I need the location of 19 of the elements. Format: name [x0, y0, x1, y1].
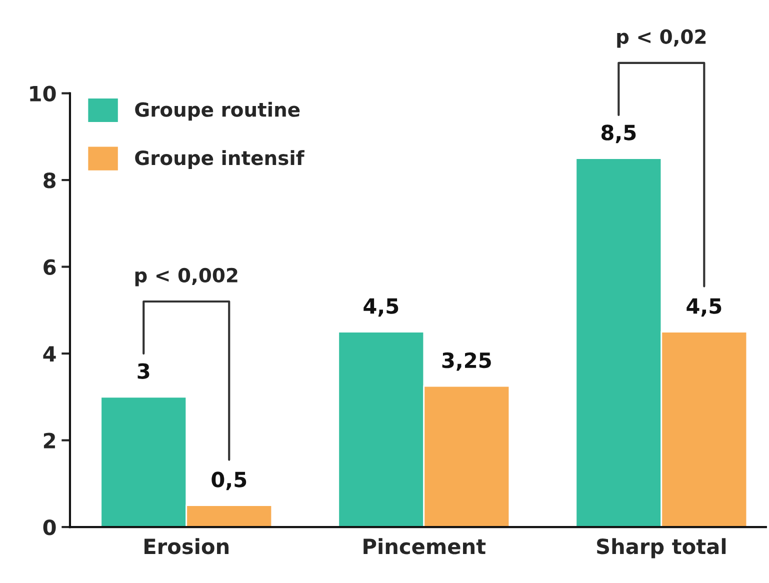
x-tick-label: Erosion	[144, 538, 228, 554]
legend-label: Groupe intensif	[135, 150, 304, 169]
data-label: 0,5	[212, 472, 246, 490]
y-tick-label: 10	[30, 86, 56, 102]
data-label: 4,5	[364, 298, 398, 317]
annotation: p < 0,002	[135, 268, 238, 286]
legend-label: Groupe routine	[135, 102, 300, 121]
data-label: 3	[138, 363, 150, 379]
y-tick-label: 0	[43, 519, 56, 536]
x-tick-label: Pincement	[364, 538, 486, 554]
y-tick-label: 4	[43, 346, 56, 362]
y-tick-label: 6	[44, 259, 56, 275]
y-tick-label: 2	[44, 432, 55, 448]
data-label: 8,5	[601, 124, 636, 144]
text: p < 0,02	[617, 29, 706, 48]
x-tick-label: Sharp total	[597, 538, 726, 558]
data-label: 3,25	[442, 352, 491, 371]
y-tick-label: 8	[44, 172, 56, 188]
data-label: 4,5	[686, 298, 722, 317]
